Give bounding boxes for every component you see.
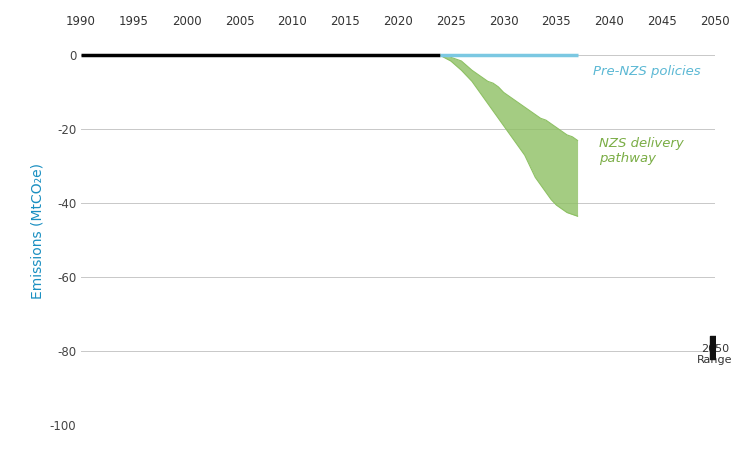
Y-axis label: Emissions (MtCO₂e): Emissions (MtCO₂e) [30,163,44,299]
Text: Pre-NZS policies: Pre-NZS policies [593,65,701,78]
Text: NZS delivery
pathway: NZS delivery pathway [598,137,683,165]
Text: 2050
Range: 2050 Range [697,344,733,365]
